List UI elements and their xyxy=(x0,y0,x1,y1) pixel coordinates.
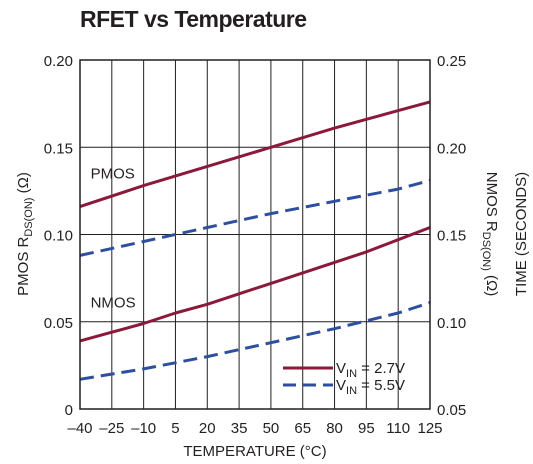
right-y-label-main: NMOS R xyxy=(483,172,500,232)
x-tick-label: 80 xyxy=(326,420,343,437)
y-left-tick-label: 0.05 xyxy=(44,315,73,332)
x-tick-label: 65 xyxy=(294,420,311,437)
legend-2p7v-sub: IN xyxy=(346,368,357,380)
y-left-tick-label: 0.20 xyxy=(44,53,73,70)
x-tick-label: 50 xyxy=(263,420,280,437)
left-y-label-main: PMOS R xyxy=(15,236,32,295)
x-tick-label: 125 xyxy=(417,420,442,437)
y-right-tick-label: 0.20 xyxy=(437,140,466,157)
pmos-series-2p7v-line xyxy=(79,100,431,209)
legend-label-2p7v: VIN = 2.7V xyxy=(336,360,405,380)
plot-frame xyxy=(79,59,431,410)
right-y-axis-label-time: TIME (SECONDS) xyxy=(513,172,530,296)
x-tick-label: 95 xyxy=(358,420,375,437)
legend-label-5p5v: VIN = 5.5V xyxy=(336,377,405,397)
x-tick-label: –25 xyxy=(99,420,124,437)
nmos-curve-label: NMOS xyxy=(91,295,136,312)
y-left-tick-label: 0.10 xyxy=(44,228,73,245)
y-left-tick-label: 0.15 xyxy=(44,140,73,157)
x-axis-label: TEMPERATURE (°C) xyxy=(183,443,326,460)
legend-5p5v-sub: IN xyxy=(346,385,357,397)
x-tick-label: 35 xyxy=(231,420,248,437)
y-right-tick-label: 0.15 xyxy=(437,228,466,245)
x-tick-label: 5 xyxy=(171,420,179,437)
left-y-axis-label: PMOS RDS(ON) (Ω) xyxy=(15,172,35,296)
y-right-tick-label: 0.10 xyxy=(437,315,466,332)
left-y-label-sub: DS(ON) xyxy=(23,198,35,237)
nmos-series-2p7v-line xyxy=(79,226,431,343)
y-right-tick-label: 0.25 xyxy=(437,53,466,70)
tick-labels: –40 –25 –10 5 20 35 50 65 80 95 110 125 0 0.05 0.05 0.1… xyxy=(44,53,466,437)
legend-5p5v-rest: = 5.5V xyxy=(357,377,405,394)
nmos-series-5p5v-line xyxy=(79,301,431,381)
left-y-label-unit: (Ω) xyxy=(15,172,32,197)
legend: VIN = 2.7V VIN = 5.5V xyxy=(283,360,405,397)
legend-2p7v-rest: = 2.7V xyxy=(357,360,405,377)
right-y-label-unit: (Ω) xyxy=(483,271,500,296)
grid xyxy=(80,60,430,409)
x-tick-label: 110 xyxy=(386,420,410,437)
x-tick-label: 20 xyxy=(199,420,216,437)
chart-title: RFET vs Temperature xyxy=(80,6,307,32)
legend-5p5v-main: V xyxy=(336,377,346,394)
x-tick-label: –10 xyxy=(131,420,156,437)
right-y-axis-label-nmos: NMOS RDS(ON) (Ω) xyxy=(480,172,500,296)
y-left-tick-label: 0 xyxy=(65,402,73,419)
right-y-label-sub: DS(ON) xyxy=(480,232,492,271)
pmos-series-5p5v-line xyxy=(79,178,431,257)
y-right-tick-label: 0.05 xyxy=(437,402,466,419)
series-lines xyxy=(79,100,431,381)
x-tick-label: –40 xyxy=(67,420,92,437)
legend-2p7v-main: V xyxy=(336,360,346,377)
pmos-curve-label: PMOS xyxy=(91,165,135,182)
